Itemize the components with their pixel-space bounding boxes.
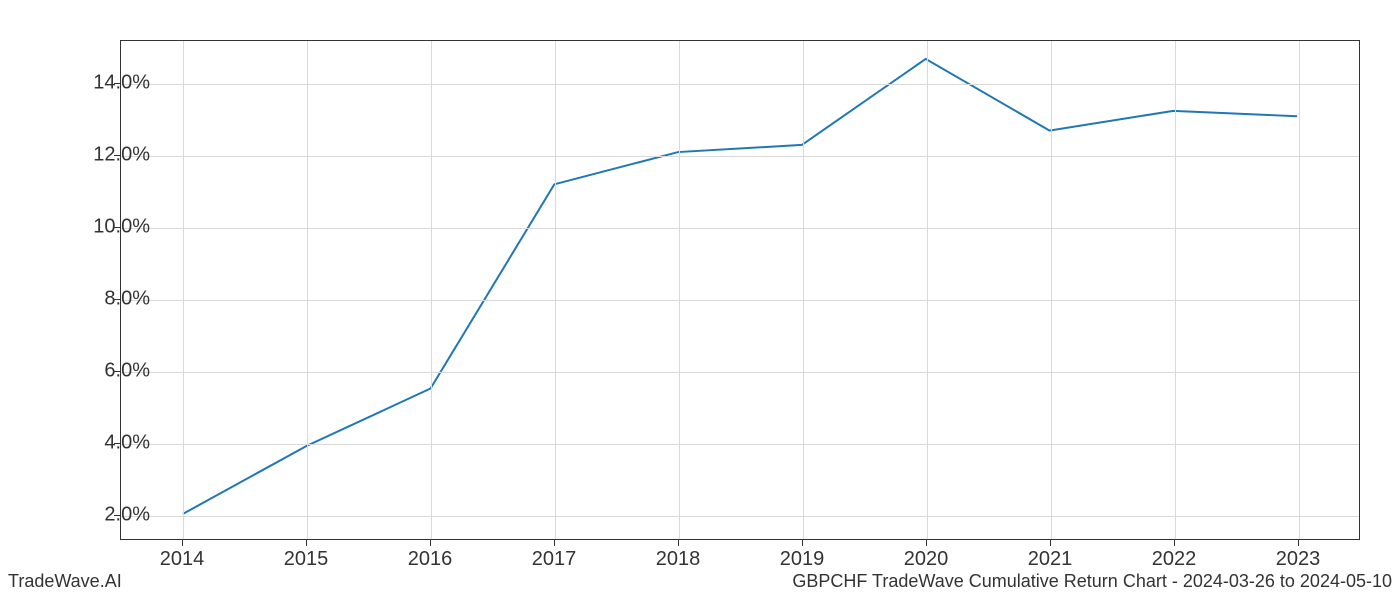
grid-line-vertical <box>555 41 556 539</box>
y-axis-tick-label: 10.0% <box>70 216 150 239</box>
footer-right-text: GBPCHF TradeWave Cumulative Return Chart… <box>792 571 1392 592</box>
x-axis-tick-label: 2021 <box>1028 548 1073 571</box>
grid-line-vertical <box>1175 41 1176 539</box>
y-axis-tick-label: 14.0% <box>70 72 150 95</box>
x-axis-tick-label: 2015 <box>284 548 329 571</box>
grid-line-vertical <box>679 41 680 539</box>
x-axis-tick-mark <box>1174 540 1175 546</box>
x-axis-tick-label: 2019 <box>780 548 825 571</box>
x-axis-tick-mark <box>306 540 307 546</box>
y-axis-tick-label: 12.0% <box>70 144 150 167</box>
y-axis-tick-mark <box>114 155 120 156</box>
x-axis-tick-label: 2017 <box>532 548 577 571</box>
grid-line-vertical <box>1051 41 1052 539</box>
chart-container <box>120 40 1360 540</box>
y-axis-tick-mark <box>114 299 120 300</box>
y-axis-tick-label: 6.0% <box>70 359 150 382</box>
grid-line-vertical <box>183 41 184 539</box>
grid-line-vertical <box>803 41 804 539</box>
chart-line <box>183 59 1297 514</box>
grid-line-vertical <box>431 41 432 539</box>
x-axis-tick-label: 2014 <box>160 548 205 571</box>
x-axis-tick-label: 2022 <box>1152 548 1197 571</box>
y-axis-tick-mark <box>114 83 120 84</box>
x-axis-tick-mark <box>678 540 679 546</box>
x-axis-tick-mark <box>554 540 555 546</box>
y-axis-tick-mark <box>114 515 120 516</box>
grid-line-vertical <box>1299 41 1300 539</box>
x-axis-tick-label: 2023 <box>1276 548 1321 571</box>
y-axis-tick-label: 8.0% <box>70 287 150 310</box>
y-axis-tick-mark <box>114 443 120 444</box>
y-axis-tick-label: 4.0% <box>70 431 150 454</box>
y-axis-tick-label: 2.0% <box>70 503 150 526</box>
y-axis-tick-mark <box>114 371 120 372</box>
x-axis-tick-label: 2016 <box>408 548 453 571</box>
x-axis-tick-mark <box>802 540 803 546</box>
x-axis-tick-mark <box>1298 540 1299 546</box>
plot-area <box>120 40 1360 540</box>
x-axis-tick-mark <box>1050 540 1051 546</box>
x-axis-tick-label: 2018 <box>656 548 701 571</box>
x-axis-tick-mark <box>430 540 431 546</box>
x-axis-tick-mark <box>182 540 183 546</box>
x-axis-tick-label: 2020 <box>904 548 949 571</box>
grid-line-vertical <box>307 41 308 539</box>
y-axis-tick-mark <box>114 227 120 228</box>
grid-line-vertical <box>927 41 928 539</box>
footer-left-text: TradeWave.AI <box>8 571 122 592</box>
x-axis-tick-mark <box>926 540 927 546</box>
